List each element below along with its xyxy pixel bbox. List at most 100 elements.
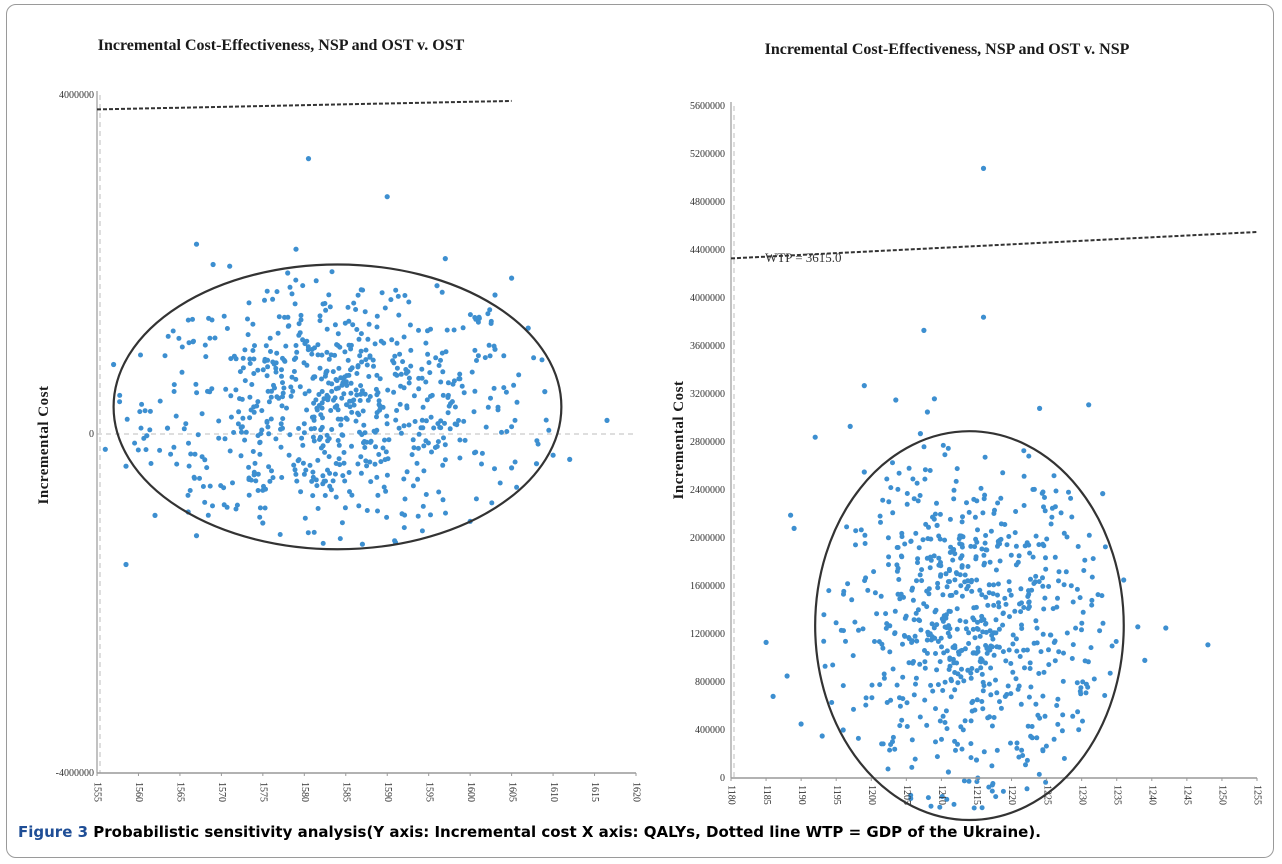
right-cloud-point	[942, 679, 948, 685]
left-cloud-point	[240, 355, 246, 361]
right-cloud-point	[954, 606, 960, 612]
left-cloud-point	[316, 392, 322, 397]
left-cloud-point	[312, 426, 317, 431]
left-cloud-point	[266, 464, 272, 470]
left-cloud-point	[255, 367, 261, 373]
left-cloud-point	[495, 404, 501, 410]
right-cloud-point	[933, 651, 938, 656]
right-cloud-point	[1044, 536, 1050, 542]
right-cloud-point	[1004, 692, 1010, 697]
right-cloud-point	[1031, 486, 1037, 492]
left-cloud-point	[251, 472, 257, 478]
left-cloud-point	[326, 436, 332, 442]
left-cloud-point	[341, 391, 347, 397]
left-x-tick-label: 1600	[465, 782, 476, 802]
left-cloud-point	[330, 369, 336, 375]
left-cloud-point	[382, 305, 388, 311]
right-cloud-point	[975, 619, 980, 625]
left-cloud-point	[147, 427, 153, 433]
left-cloud-point	[394, 365, 400, 371]
right-y-tick-label: 4000000	[690, 293, 725, 304]
left-cloud-point	[425, 351, 431, 357]
left-cloud-point	[353, 387, 359, 393]
right-cloud-point	[997, 699, 1002, 705]
right-cloud-point	[1013, 543, 1019, 549]
right-cloud-point	[1089, 597, 1095, 603]
left-cloud-point	[491, 385, 497, 391]
left-cloud-point	[397, 351, 403, 357]
right-cloud-point	[895, 565, 901, 571]
right-data-point	[1135, 624, 1141, 630]
left-cloud-point	[358, 383, 364, 389]
right-data-point	[1121, 577, 1127, 583]
right-data-point	[893, 397, 899, 403]
left-cloud-point	[485, 311, 491, 317]
left-cloud-point	[221, 313, 227, 319]
left-cloud-point	[148, 461, 154, 466]
right-cloud-point	[1013, 676, 1019, 682]
left-cloud-point	[223, 386, 229, 392]
right-cloud-point	[934, 667, 940, 673]
left-cloud-point	[445, 380, 451, 386]
right-cloud-point	[966, 641, 972, 646]
left-cloud-point	[317, 434, 323, 440]
right-cloud-point	[1059, 728, 1065, 734]
left-cloud-point	[291, 369, 297, 374]
right-cloud-point	[1048, 632, 1054, 638]
left-cloud-point	[358, 348, 364, 354]
left-cloud-point	[278, 444, 284, 450]
left-cloud-point	[329, 269, 335, 275]
right-cloud-point	[1000, 622, 1006, 628]
left-cloud-point	[317, 318, 323, 324]
right-cloud-point	[1070, 713, 1076, 719]
right-cloud-point	[974, 539, 980, 545]
left-cloud-point	[269, 388, 274, 394]
right-data-point	[763, 639, 769, 646]
right-cloud-point	[1056, 649, 1062, 655]
right-cloud-point	[972, 514, 978, 520]
right-cloud-point	[1063, 569, 1069, 575]
figure-caption: Figure 3 Probabilistic sensitivity analy…	[18, 823, 1268, 841]
left-cloud-point	[406, 380, 412, 386]
right-cloud-point	[917, 493, 923, 498]
left-cloud-point	[314, 407, 320, 413]
left-cloud-point	[375, 508, 380, 514]
left-cloud-point	[384, 421, 390, 427]
right-cloud-point	[913, 610, 919, 616]
right-cloud-point	[1070, 642, 1076, 648]
right-cloud-point	[1013, 509, 1019, 514]
left-cloud-point	[276, 395, 282, 401]
left-cloud-point	[200, 484, 206, 489]
left-cloud-point	[445, 410, 451, 416]
right-cloud-point	[969, 577, 975, 583]
right-cloud-point	[1080, 679, 1086, 685]
right-data-point	[973, 757, 980, 763]
right-data-point	[1086, 402, 1092, 408]
left-cloud-point	[398, 383, 404, 389]
left-cloud-point	[293, 343, 299, 348]
left-cloud-point	[426, 360, 432, 366]
left-cloud-point	[361, 440, 366, 446]
left-cloud-point	[489, 500, 495, 506]
right-cloud-point	[939, 736, 944, 742]
right-data-point	[791, 525, 797, 532]
left-cloud-point	[334, 378, 340, 384]
right-cloud-point	[890, 666, 896, 672]
right-cloud-point	[853, 542, 858, 548]
right-x-tick-label: 1205	[901, 785, 912, 805]
right-cloud-point	[892, 608, 898, 614]
left-cloud-point	[415, 445, 421, 451]
right-cloud-point	[1016, 754, 1022, 760]
left-cloud-point	[394, 340, 400, 346]
right-cloud-point	[1069, 514, 1075, 520]
left-cloud-point	[275, 330, 281, 336]
left-cloud-point	[415, 513, 421, 519]
right-cloud-point	[966, 630, 972, 636]
left-cloud-point	[396, 425, 402, 431]
left-cloud-point	[438, 425, 444, 431]
left-cloud-point	[216, 418, 222, 424]
left-cloud-point	[245, 316, 250, 322]
right-cloud-point	[969, 588, 975, 594]
left-data-point	[193, 241, 200, 247]
left-cloud-point	[436, 363, 442, 368]
